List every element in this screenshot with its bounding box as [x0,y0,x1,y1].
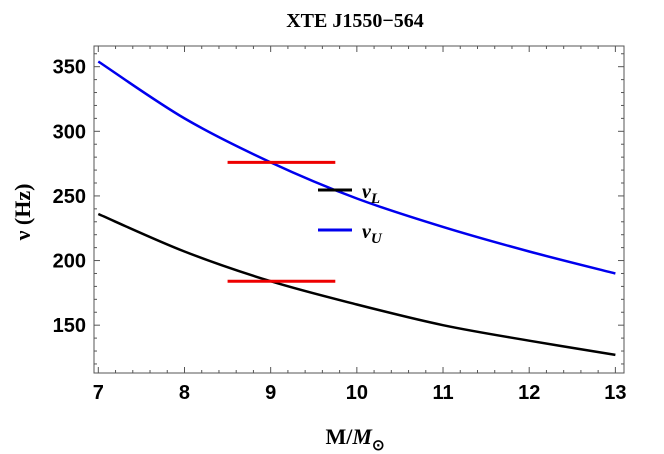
series-line-0 [97,212,616,357]
ticks [94,46,624,373]
x-tick-label: 10 [346,382,368,404]
chart-title: XTE J1550−564 [286,10,424,32]
x-tick-label: 9 [265,382,276,404]
y-tick-label: 200 [53,251,86,273]
x-axis-label: M/M⊙ [325,424,384,454]
x-tick-label: 13 [604,382,626,404]
plot-frame [93,45,625,374]
legend-label-nu-l: νL [362,181,380,207]
series-line-1 [97,60,616,275]
y-tick-label: 250 [53,186,86,208]
series-layer [97,60,616,357]
y-tick-label: 350 [53,57,86,79]
x-tick-label: 11 [432,382,453,404]
x-tick-label: 12 [518,382,540,404]
y-tick-label: 300 [53,121,86,143]
bands-layer [227,160,336,283]
legend-label-nu-u: νU [362,221,383,247]
x-tick-label: 8 [179,382,190,404]
legend: νL νU [318,181,383,247]
tick-labels: 7 8 9 10 11 12 13 150 200 250 300 350 [53,57,627,404]
y-axis-label: ν (Hz) [10,184,35,242]
x-tick-label: 7 [93,382,104,404]
y-tick-label: 150 [53,315,86,337]
